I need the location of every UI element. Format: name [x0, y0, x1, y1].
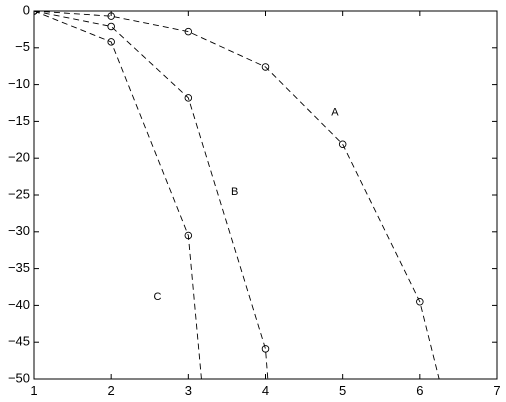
x-tick-label: 3	[185, 383, 192, 398]
series-a-marker	[338, 140, 347, 148]
y-tick-label: −10	[8, 76, 30, 91]
series-c-line	[34, 11, 202, 379]
y-tick-label: −5	[15, 39, 30, 54]
series-b-line	[34, 11, 269, 379]
y-tick-label: −30	[8, 223, 30, 238]
y-tick-label: −20	[8, 150, 30, 165]
x-tick-label: 2	[108, 383, 115, 398]
series-a-marker	[416, 297, 424, 306]
x-tick-label: 5	[339, 383, 346, 398]
axes-layer: 1 2 3 4 5 6 7 0 −5 −10 −15 −20 −25 −30 −35 −40 −45 −50	[8, 2, 501, 398]
y-tick-label: −35	[8, 260, 30, 275]
series-layer: A B C	[34, 11, 440, 379]
series-c-marker	[184, 231, 193, 240]
x-tick-label: 4	[262, 383, 269, 398]
y-tick-label: −50	[8, 370, 30, 385]
x-tick-label: 1	[30, 383, 37, 398]
series-b-label: B	[231, 186, 238, 198]
series-c-label: C	[153, 291, 161, 303]
x-tick-label: 7	[493, 383, 500, 398]
series-a-line	[34, 11, 440, 379]
series-c-marker	[107, 38, 115, 46]
series-a-label: A	[331, 106, 339, 118]
y-tick-label: −25	[8, 186, 30, 201]
series-a-marker	[184, 27, 193, 36]
y-tick-label: 0	[23, 2, 30, 17]
y-tick-label: −15	[8, 113, 30, 128]
y-tick-label: −45	[8, 334, 30, 349]
series-c: C	[34, 11, 202, 379]
x-tick-label: 6	[416, 383, 423, 398]
series-b-marker	[107, 22, 115, 31]
series-b-marker	[261, 345, 270, 353]
series-b-marker	[184, 94, 193, 102]
series-b: B	[34, 11, 270, 379]
y-tick-label: −40	[8, 297, 30, 312]
series-a-marker	[261, 63, 270, 71]
plot-frame	[33, 10, 498, 380]
